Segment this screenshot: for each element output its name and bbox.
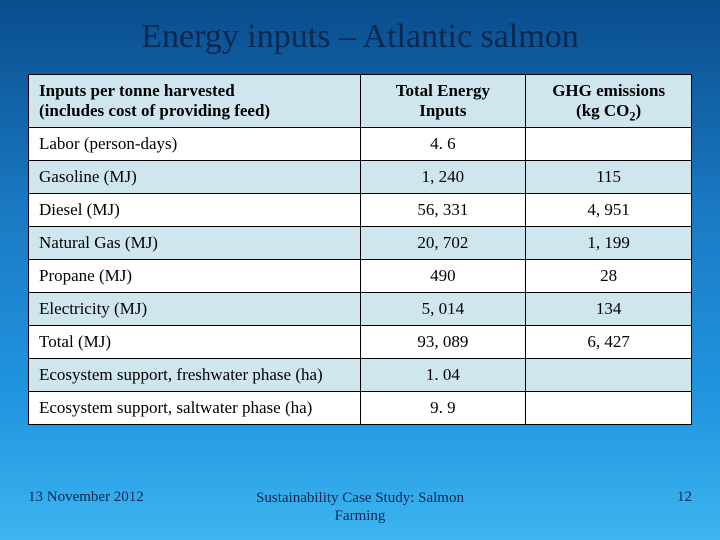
row-ghg [526,359,692,392]
table-row: Natural Gas (MJ) 20, 702 1, 199 [29,227,692,260]
row-energy: 5, 014 [360,293,526,326]
row-energy: 93, 089 [360,326,526,359]
table-row: Total (MJ) 93, 089 6, 427 [29,326,692,359]
footer-center-l2: Farming [335,508,386,524]
table-row: Ecosystem support, freshwater phase (ha)… [29,359,692,392]
footer-center-l1: Sustainability Case Study: Salmon [256,490,464,506]
footer-page-number: 12 [552,489,692,506]
row-ghg: 6, 427 [526,326,692,359]
row-ghg: 1, 199 [526,227,692,260]
row-ghg: 28 [526,260,692,293]
slide-footer: 13 November 2012 Sustainability Case Stu… [0,489,720,527]
table-row: Propane (MJ) 490 28 [29,260,692,293]
col-header-energy: Total Energy Inputs [360,75,526,128]
table-row: Diesel (MJ) 56, 331 4, 951 [29,194,692,227]
col3-prefix: (kg CO [576,101,629,120]
row-energy: 1. 04 [360,359,526,392]
col2-line1: Total Energy [396,81,490,100]
row-ghg [526,392,692,425]
slide-title: Energy inputs – Atlantic salmon [0,0,720,74]
table-container: Inputs per tonne harvested (includes cos… [0,74,720,425]
row-label: Total (MJ) [29,326,361,359]
row-ghg: 115 [526,161,692,194]
row-label: Gasoline (MJ) [29,161,361,194]
footer-subtitle: Sustainability Case Study: Salmon Farmin… [168,489,552,527]
col1-line1: Inputs per tonne harvested [39,81,235,100]
row-label: Diesel (MJ) [29,194,361,227]
table-row: Gasoline (MJ) 1, 240 115 [29,161,692,194]
energy-inputs-table: Inputs per tonne harvested (includes cos… [28,74,692,425]
row-label: Labor (person-days) [29,128,361,161]
col3-suffix: ) [636,101,642,120]
row-ghg [526,128,692,161]
col-header-inputs: Inputs per tonne harvested (includes cos… [29,75,361,128]
row-label: Propane (MJ) [29,260,361,293]
row-ghg: 134 [526,293,692,326]
row-label: Electricity (MJ) [29,293,361,326]
table-row: Electricity (MJ) 5, 014 134 [29,293,692,326]
table-row: Labor (person-days) 4. 6 [29,128,692,161]
col-header-ghg: GHG emissions (kg CO2) [526,75,692,128]
row-label: Ecosystem support, saltwater phase (ha) [29,392,361,425]
footer-date: 13 November 2012 [28,489,168,506]
row-energy: 56, 331 [360,194,526,227]
row-energy: 9. 9 [360,392,526,425]
table-row: Ecosystem support, saltwater phase (ha) … [29,392,692,425]
col1-line2: (includes cost of providing feed) [39,101,270,120]
row-energy: 20, 702 [360,227,526,260]
col2-line2: Inputs [419,101,466,120]
row-energy: 1, 240 [360,161,526,194]
row-energy: 4. 6 [360,128,526,161]
col3-line1: GHG emissions [552,81,665,100]
row-label: Natural Gas (MJ) [29,227,361,260]
table-body: Labor (person-days) 4. 6 Gasoline (MJ) 1… [29,128,692,425]
row-ghg: 4, 951 [526,194,692,227]
row-energy: 490 [360,260,526,293]
row-label: Ecosystem support, freshwater phase (ha) [29,359,361,392]
